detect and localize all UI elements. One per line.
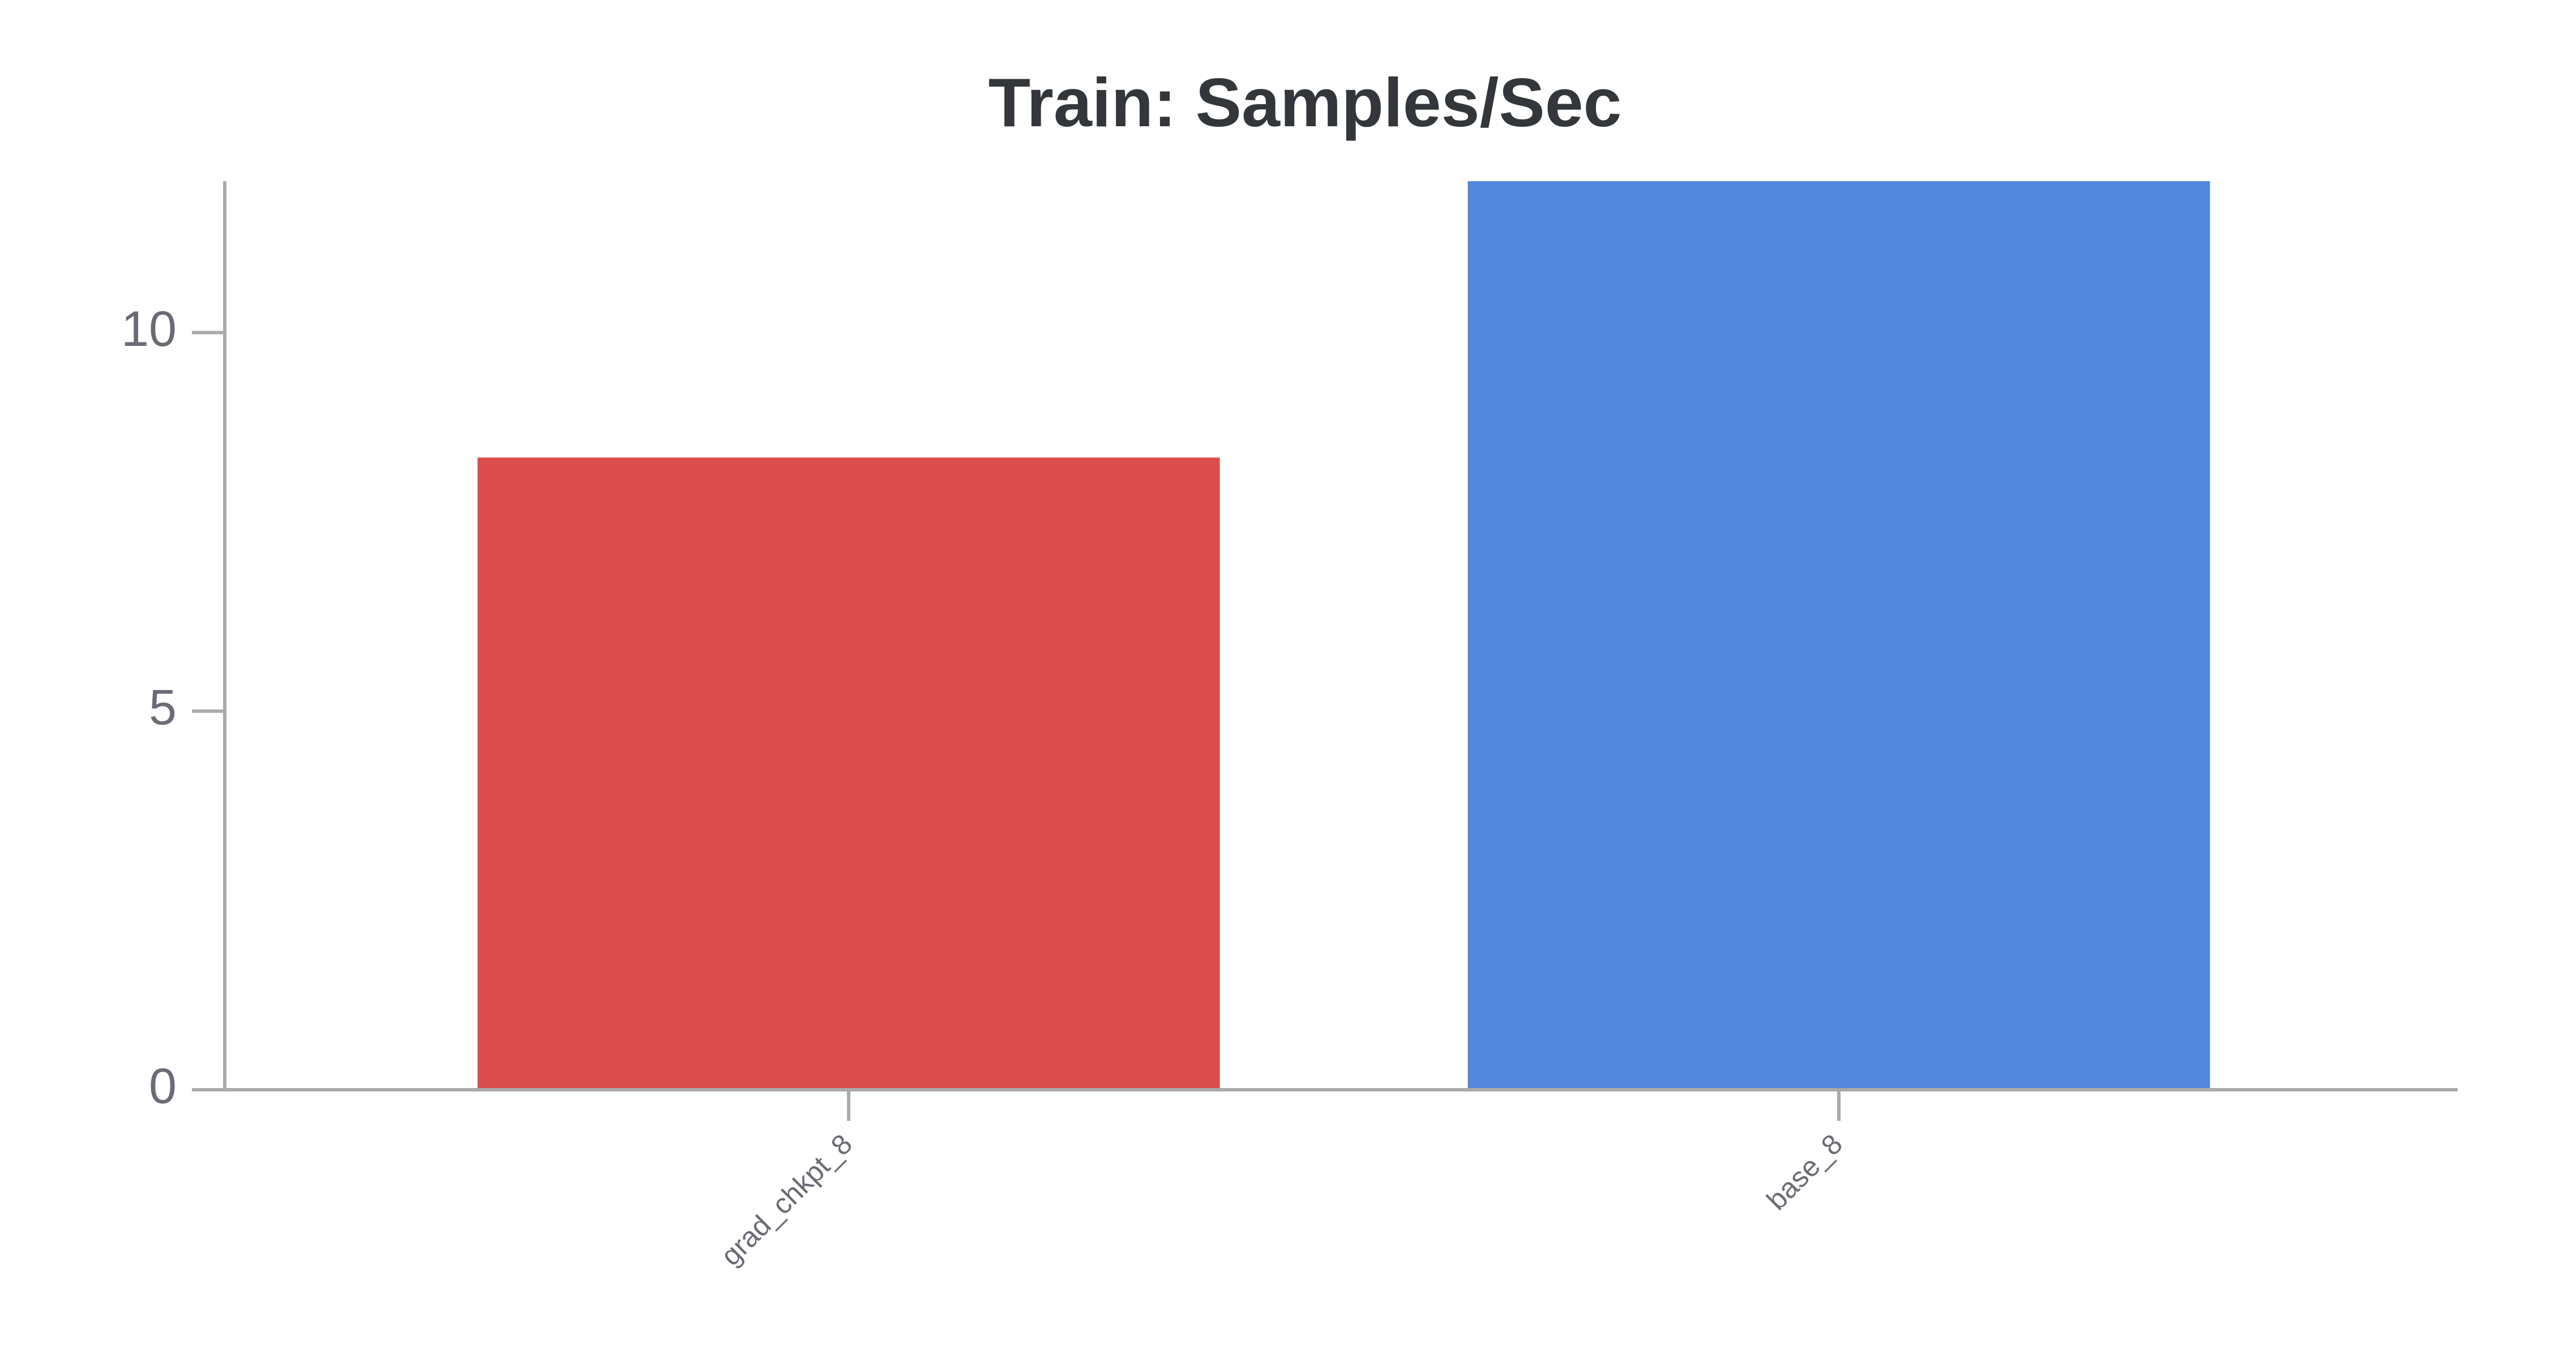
bar bbox=[1467, 181, 2210, 1090]
bar bbox=[477, 457, 1220, 1090]
y-tick-label: 5 bbox=[149, 679, 177, 735]
x-tick-label: base_8 bbox=[1761, 1128, 1849, 1217]
y-tick-label: 10 bbox=[121, 301, 177, 357]
chart-title: Train: Samples/Sec bbox=[989, 64, 1622, 141]
x-tick-label: grad_chkpt_8 bbox=[714, 1128, 858, 1272]
y-tick-label: 0 bbox=[149, 1057, 177, 1114]
